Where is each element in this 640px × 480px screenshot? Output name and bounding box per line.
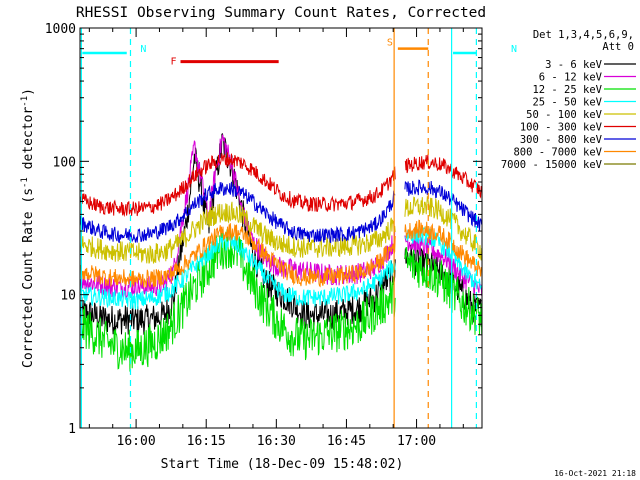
y-tick-label: 1000	[45, 22, 76, 37]
tick-group: 16:00 16:15 16:30 16:45 17:00 1 10 100 1000	[45, 22, 482, 449]
legend-label: 12 - 25 keV	[532, 84, 602, 96]
legend-label: 100 - 300 keV	[520, 122, 603, 134]
annotation-label: F	[171, 57, 177, 68]
annotation-label: N	[140, 44, 146, 55]
plot-frame	[79, 27, 483, 429]
series-trace	[79, 201, 396, 264]
y-tick-label: 10	[60, 289, 76, 304]
footer-timestamp: 16-Oct-2021 21:18	[554, 469, 636, 478]
x-tick-label: 16:45	[327, 434, 366, 449]
series-trace	[404, 247, 483, 335]
legend-label: 6 - 12 keV	[539, 72, 603, 84]
series-trace	[404, 195, 483, 261]
legend-header: Att 0	[602, 41, 634, 53]
legend-label: 300 - 800 keV	[520, 134, 603, 146]
series-trace	[404, 154, 483, 199]
y-axis-label: Corrected Count Rate (s-1 detector-1)	[20, 88, 36, 368]
x-tick-label: 17:00	[397, 434, 436, 449]
series-trace	[404, 219, 482, 277]
marker-group: N N F S	[80, 28, 517, 428]
y-tick-label: 1	[68, 422, 76, 437]
series-trace	[79, 223, 396, 288]
x-tick-label: 16:00	[117, 434, 156, 449]
legend-label: 800 - 7000 keV	[513, 147, 602, 159]
series-trace	[404, 179, 483, 232]
annotation-label: N	[511, 44, 517, 55]
y-tick-label: 100	[53, 155, 76, 170]
x-tick-label: 16:30	[257, 434, 296, 449]
legend-label: 7000 - 15000 keV	[501, 159, 603, 171]
x-tick-label: 16:15	[187, 434, 226, 449]
legend-label: 25 - 50 keV	[532, 97, 602, 109]
x-axis-label: Start Time (18-Dec-09 15:48:02)	[161, 457, 404, 472]
legend-label: 50 - 100 keV	[526, 109, 603, 121]
trace-group	[79, 133, 483, 372]
annotation-label: S	[387, 38, 393, 49]
legend-label: 3 - 6 keV	[545, 59, 603, 71]
series-trace	[79, 181, 396, 244]
legend-header: Det 1,3,4,5,6,9,	[533, 29, 634, 41]
series-trace	[79, 152, 396, 218]
series-trace	[79, 232, 396, 310]
chart-title: RHESSI Observing Summary Count Rates, Co…	[76, 5, 486, 21]
